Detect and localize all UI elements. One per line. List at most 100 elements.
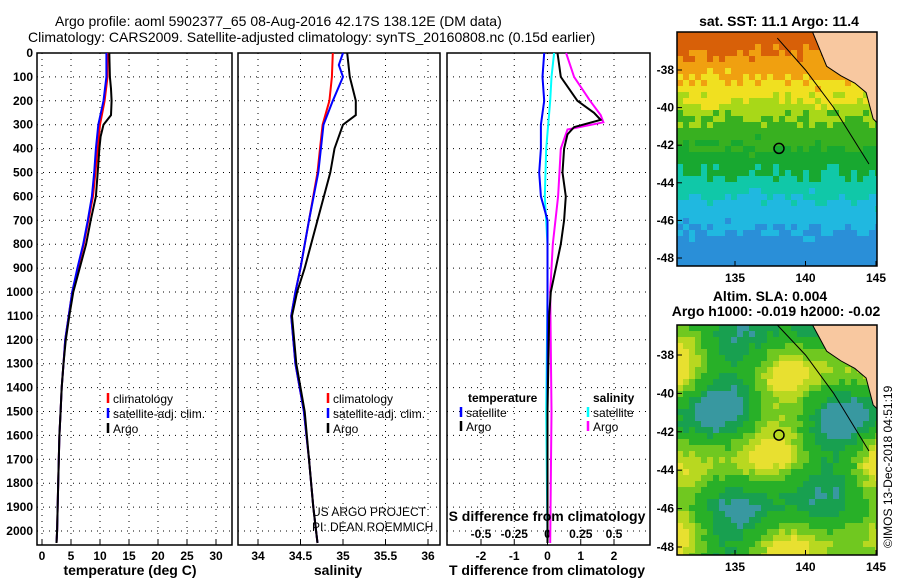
map-cell	[725, 505, 731, 511]
map-cell	[767, 529, 773, 535]
map-cell	[683, 236, 689, 242]
map-cell	[821, 230, 827, 236]
map-cell	[713, 451, 719, 457]
map-cell	[767, 182, 773, 188]
map-cell	[803, 385, 809, 391]
map-cell	[677, 511, 683, 517]
map-cell	[833, 188, 839, 194]
map-cell	[755, 200, 761, 206]
map-cell	[701, 499, 707, 505]
map-cell	[737, 379, 743, 385]
map-cell	[857, 493, 863, 499]
map-cell	[875, 218, 877, 224]
map-cell	[791, 98, 797, 104]
map-cell	[701, 385, 707, 391]
map-cell	[809, 152, 815, 158]
map-cell	[695, 248, 701, 254]
map-cell	[701, 445, 707, 451]
map-cell	[707, 158, 713, 164]
map-cell	[857, 547, 863, 553]
map-cell	[821, 397, 827, 403]
map-cell	[749, 499, 755, 505]
map-cell	[683, 415, 689, 421]
map-cell	[803, 361, 809, 367]
map-cell	[695, 146, 701, 152]
map-cell	[779, 200, 785, 206]
map-cell	[737, 38, 743, 44]
map-cell	[761, 98, 767, 104]
map-cell	[707, 505, 713, 511]
map-cell	[809, 218, 815, 224]
temperature-argo-line	[55, 52, 113, 544]
map-cell	[809, 499, 815, 505]
map-cell	[821, 481, 827, 487]
map-cell	[839, 415, 845, 421]
map-cell	[683, 535, 689, 541]
map-cell	[791, 373, 797, 379]
map-cell	[695, 391, 701, 397]
map-cell	[803, 331, 809, 337]
map-cell	[755, 32, 761, 38]
x-tick-label: 35.5	[374, 549, 398, 563]
map-cell	[761, 218, 767, 224]
map-cell	[701, 104, 707, 110]
map-cell	[725, 331, 731, 337]
map-cell	[761, 74, 767, 80]
map-cell	[695, 367, 701, 373]
map-cell	[803, 481, 809, 487]
map-cell	[791, 176, 797, 182]
map-cell	[737, 254, 743, 260]
map-cell	[863, 146, 869, 152]
map-cell	[857, 164, 863, 170]
map-cell	[719, 517, 725, 523]
x-tick-label: 10	[93, 549, 107, 563]
map-cell	[827, 122, 833, 128]
map-cell	[773, 373, 779, 379]
map-cell	[863, 248, 869, 254]
map-cell	[713, 176, 719, 182]
map-cell	[833, 457, 839, 463]
map-cell	[851, 206, 857, 212]
map-cell	[809, 433, 815, 439]
map-cell	[689, 445, 695, 451]
map-cell	[779, 188, 785, 194]
map-cell	[689, 403, 695, 409]
map-cell	[803, 206, 809, 212]
map-cell	[689, 427, 695, 433]
map-cell	[791, 86, 797, 92]
map-cell	[767, 218, 773, 224]
map-cell	[761, 254, 767, 260]
map-cell	[863, 553, 869, 555]
x-tick-label: 15	[122, 549, 136, 563]
map-cell	[839, 403, 845, 409]
map-cell	[749, 553, 755, 555]
map-cell	[677, 433, 683, 439]
map-cell	[851, 104, 857, 110]
map-cell	[821, 373, 827, 379]
map-cell	[719, 373, 725, 379]
map-cell	[863, 194, 869, 200]
map-cell	[791, 553, 797, 555]
map-cell	[809, 242, 815, 248]
credit-pi: PI: DEAN ROEMMICH	[312, 520, 433, 534]
map-cell	[815, 236, 821, 242]
map-cell	[743, 397, 749, 403]
map-cell	[677, 493, 683, 499]
map-cell	[773, 427, 779, 433]
map-cell	[701, 511, 707, 517]
map-cell	[809, 44, 815, 50]
map-cell	[749, 242, 755, 248]
map-cell	[827, 499, 833, 505]
map-cell	[725, 236, 731, 242]
map-cell	[707, 463, 713, 469]
map-cell	[713, 385, 719, 391]
map-cell	[707, 104, 713, 110]
map-cell	[851, 487, 857, 493]
map-cell	[761, 517, 767, 523]
map-cell	[785, 403, 791, 409]
map-cell	[821, 122, 827, 128]
map-cell	[857, 517, 863, 523]
map-cell	[749, 80, 755, 86]
map-cell	[713, 529, 719, 535]
map-cell	[701, 230, 707, 236]
